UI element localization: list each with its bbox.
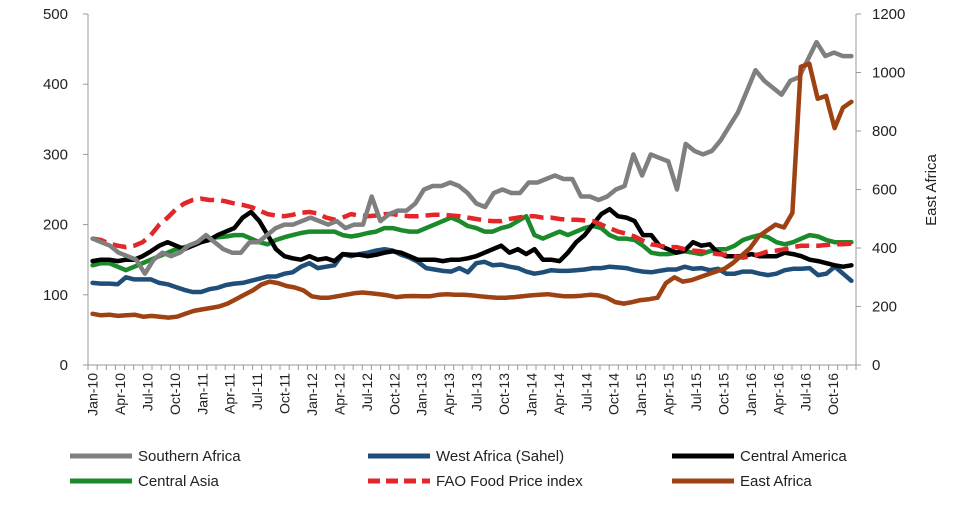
x-tick-label: Jul-12 bbox=[359, 373, 375, 411]
legend-label-central-america: Central America bbox=[740, 448, 847, 465]
x-tick-label: Apr-15 bbox=[661, 373, 677, 415]
x-tick-label: Apr-13 bbox=[441, 373, 457, 415]
left-tick-label: 0 bbox=[60, 357, 68, 374]
tick-labels: 0 100 200 300 400 500 0 200 400 600 800 1000 1200 Jan… bbox=[43, 6, 905, 416]
x-tick-label: Oct-16 bbox=[825, 373, 841, 415]
series-line-west-africa-sahel bbox=[90, 246, 854, 295]
x-tick-label: Jul-13 bbox=[469, 373, 485, 411]
right-tick-label: 800 bbox=[872, 123, 897, 140]
right-tick-label: 200 bbox=[872, 299, 897, 316]
x-tick-label: Jan-10 bbox=[85, 373, 101, 416]
left-tick-label: 200 bbox=[43, 217, 68, 234]
right-tick-label: 400 bbox=[872, 240, 897, 257]
right-tick-label: 1200 bbox=[872, 6, 905, 23]
x-tick-label: Jul-14 bbox=[578, 373, 594, 411]
x-tick-label: Oct-12 bbox=[386, 373, 402, 415]
left-tick-label: 500 bbox=[43, 6, 68, 23]
legend-label-fao-food-price-index: FAO Food Price index bbox=[436, 473, 583, 490]
left-tick-label: 400 bbox=[43, 76, 68, 93]
plot-lines bbox=[90, 39, 854, 320]
series-line-central-asia bbox=[90, 213, 854, 273]
series-line-east-africa bbox=[90, 61, 854, 320]
legend: Southern Africa West Africa (Sahel) Centra… bbox=[70, 448, 847, 490]
x-tick-label: Apr-10 bbox=[112, 373, 128, 415]
series-line-southern-africa bbox=[90, 39, 854, 276]
x-tick-label: Oct-14 bbox=[606, 373, 622, 415]
x-tick-label: Jan-12 bbox=[304, 373, 320, 416]
legend-label-west-africa-sahel: West Africa (Sahel) bbox=[436, 448, 564, 465]
axes bbox=[83, 13, 861, 370]
legend-label-southern-africa: Southern Africa bbox=[138, 448, 241, 465]
x-tick-label: Oct-11 bbox=[277, 373, 293, 414]
x-tick-label: Oct-10 bbox=[167, 373, 183, 415]
x-tick-label: Apr-12 bbox=[331, 373, 347, 415]
right-axis-label: East Africa bbox=[923, 153, 940, 225]
right-tick-label: 0 bbox=[872, 357, 880, 374]
x-tick-label: Jul-10 bbox=[139, 373, 155, 411]
x-tick-label: Oct-13 bbox=[496, 373, 512, 415]
legend-label-east-africa: East Africa bbox=[740, 473, 812, 490]
x-tick-label: Jul-11 bbox=[249, 373, 265, 410]
x-tick-label: Jan-15 bbox=[633, 373, 649, 416]
x-tick-label: Apr-11 bbox=[222, 373, 238, 414]
x-tick-label: Apr-14 bbox=[551, 373, 567, 415]
x-tick-label: Jul-15 bbox=[688, 373, 704, 411]
x-tick-label: Jan-11 bbox=[194, 373, 210, 415]
x-tick-label: Jan-16 bbox=[743, 373, 759, 416]
x-tick-label: Jan-13 bbox=[414, 373, 430, 416]
legend-label-central-asia: Central Asia bbox=[138, 473, 220, 490]
x-tick-label: Jan-14 bbox=[523, 373, 539, 416]
series-line-fao-food-price-index bbox=[92, 196, 852, 260]
right-tick-label: 1000 bbox=[872, 65, 905, 82]
right-tick-label: 600 bbox=[872, 182, 897, 199]
left-tick-label: 300 bbox=[43, 146, 68, 163]
x-tick-label: Apr-16 bbox=[770, 373, 786, 415]
x-tick-label: Jul-16 bbox=[798, 373, 814, 411]
x-tick-label: Oct-15 bbox=[715, 373, 731, 415]
left-tick-label: 100 bbox=[43, 287, 68, 304]
